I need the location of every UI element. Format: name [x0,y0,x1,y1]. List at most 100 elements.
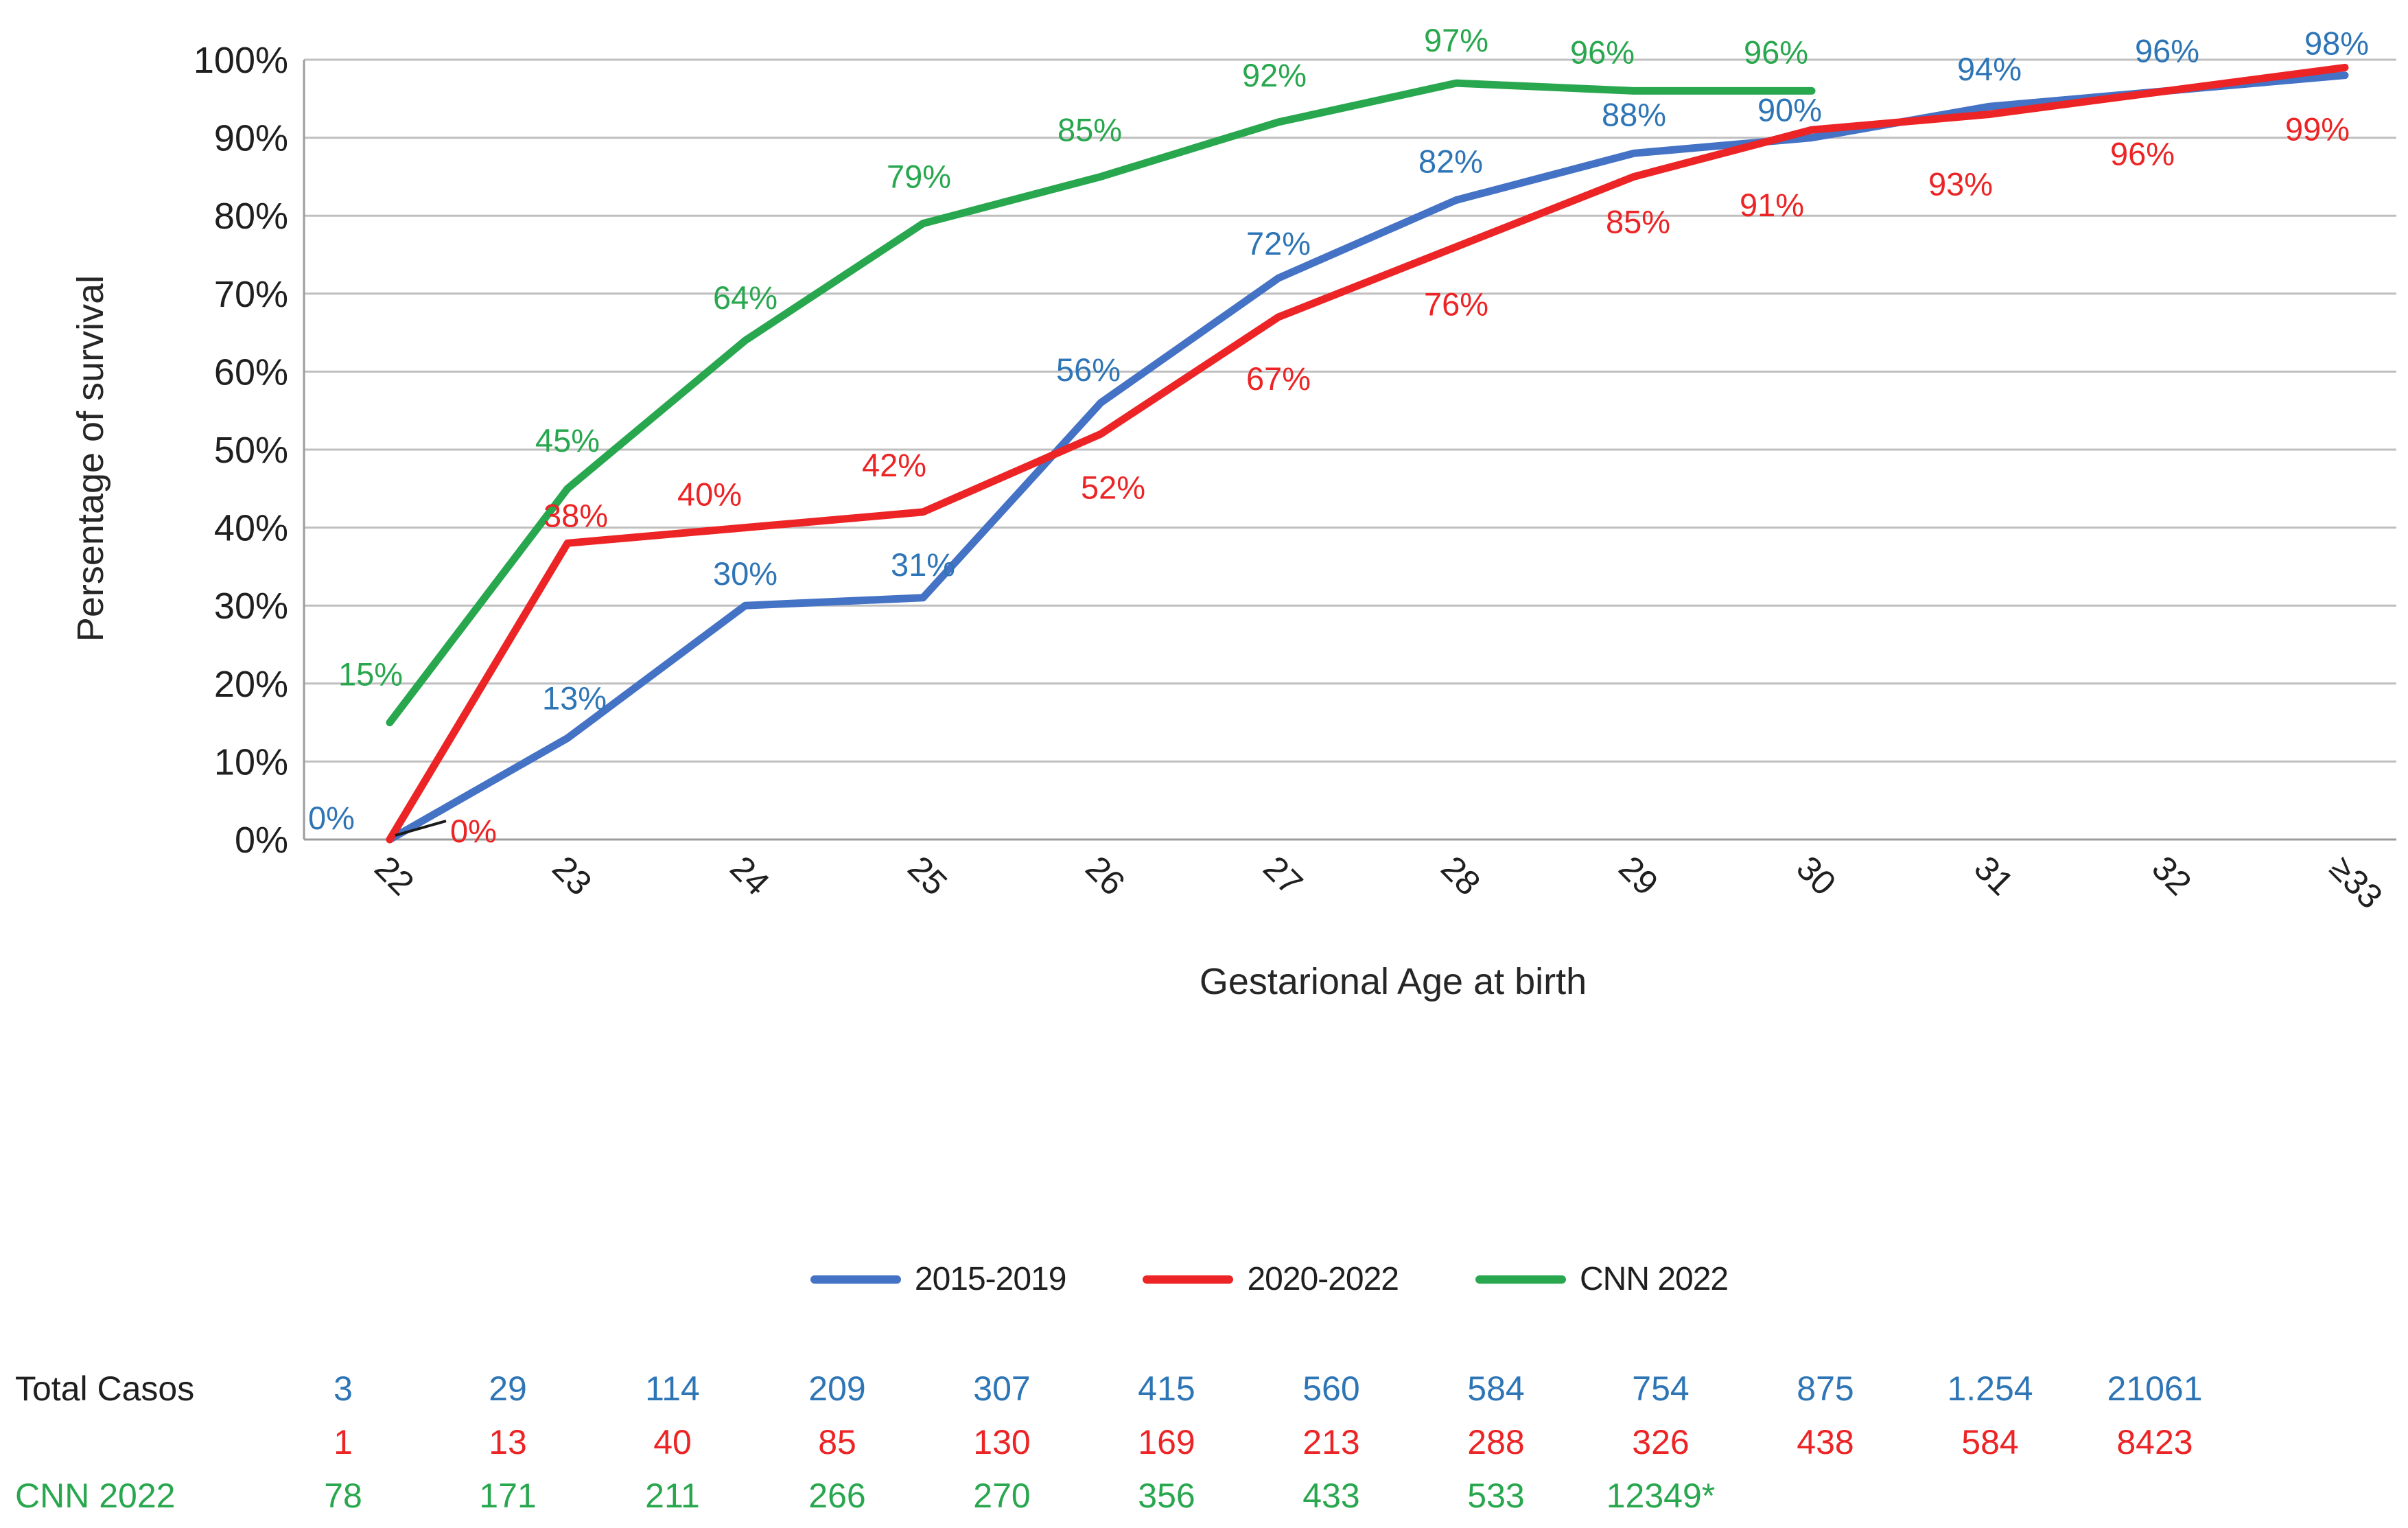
y-axis-tick-label: 60% [214,351,288,393]
table-cell: 29 [489,1369,527,1408]
data-label: 13% [542,680,607,716]
data-label: 93% [1928,166,1993,202]
data-label: 85% [1606,203,1670,240]
table-cell: 1.254 [1947,1369,2033,1408]
legend-swatch [1475,1275,1566,1284]
x-axis-tick-label: 28 [1434,848,1488,903]
y-axis-tick-label: 30% [214,586,288,627]
data-label: 94% [1957,51,2022,87]
row-label: CNN 2022 [15,1477,176,1515]
data-label: 0% [308,800,355,836]
table-cell: 211 [645,1477,700,1515]
table-cell: 356 [1138,1477,1195,1515]
table-cell: 169 [1138,1423,1195,1461]
row-label: Total Casos [15,1369,195,1408]
legend-item-cnn-2022: CNN 2022 [1475,1260,1729,1298]
table-cell: 1 [334,1423,353,1461]
table-cell: 584 [1467,1369,1525,1408]
data-label: 40% [677,476,742,513]
table-cell: 288 [1467,1423,1525,1461]
legend-item-2015-2019: 2015-2019 [810,1260,1066,1298]
data-label: 85% [1057,111,1122,148]
x-axis-tick-label: 27 [1256,848,1310,903]
data-label: 76% [1424,286,1488,323]
data-label: 30% [713,555,778,592]
table-cell: 171 [479,1477,537,1515]
y-axis-tick-label: 20% [214,664,288,705]
table-cell: 433 [1302,1477,1360,1515]
data-label: 98% [2304,25,2369,62]
y-axis-tick-label: 80% [214,196,288,237]
cases-table: Total Casos 3 29 114 209 307 415 560 584 754 875 1.… [0,1362,2408,1523]
table-cell: 875 [1797,1369,1854,1408]
data-label: 96% [2110,135,2175,172]
x-axis-tick-label: ≥33 [2322,848,2389,916]
x-axis-tick-label: 29 [1611,848,1665,903]
table-cell: 3 [334,1369,353,1408]
x-axis-tick-label: 31 [1967,848,2021,903]
y-axis-tick-label: 0% [235,820,288,861]
data-label: 64% [713,279,778,316]
table-cell: 213 [1302,1423,1360,1461]
table-cell: 78 [324,1477,362,1515]
legend-label: CNN 2022 [1579,1261,1729,1297]
legend-label: 2015-2019 [914,1261,1067,1297]
x-axis-title: Gestarional Age at birth [1200,961,1587,1002]
data-label: 56% [1056,351,1121,388]
table-row: CNN 2022 78 171 211 266 270 356 433 533 12349* [0,1469,2408,1523]
x-axis-tick-label: 30 [1789,848,1843,903]
table-cell: 326 [1632,1423,1690,1461]
y-axis-tick-label: 40% [214,508,288,549]
table-cell: 584 [1961,1423,2019,1461]
data-label: 90% [1757,92,1822,128]
data-label: 67% [1246,360,1311,397]
data-label: 72% [1246,225,1311,262]
table-cell: 85 [818,1423,856,1461]
x-axis-tick-label: 32 [2144,848,2199,903]
series-line-2020-2022 [386,63,2349,844]
data-label: 96% [2135,32,2199,69]
series-line-cnn-2022 [386,79,1816,727]
data-label: 96% [1744,34,1808,70]
table-cell: 307 [973,1369,1031,1408]
y-axis-tick-label: 90% [214,118,288,159]
table-cell: 12349* [1606,1477,1716,1515]
legend-swatch [1143,1275,1234,1284]
data-label: 99% [2285,111,2350,147]
data-label: 91% [1740,187,1804,223]
data-label: 42% [862,447,926,483]
y-axis-tick-label: 100% [194,40,288,81]
data-label: 38% [543,497,608,533]
chart-legend: 2015-2019 2020-2022 CNN 2022 [0,1260,2408,1298]
table-cell: 438 [1797,1423,1854,1461]
data-label: 52% [1081,469,1145,505]
data-label-leader-line [395,820,447,837]
data-label: 79% [887,159,951,195]
y-axis-tick-label: 70% [214,274,288,315]
data-label: 45% [535,422,600,459]
data-label: 0% [450,813,497,849]
table-cell: 8423 [2116,1423,2193,1461]
table-cell: 266 [808,1477,866,1515]
x-axis-tick-label: 24 [723,848,777,903]
data-label: 82% [1418,143,1483,179]
data-label: 31% [891,546,955,583]
x-axis-tick-label: 22 [367,848,421,903]
y-axis-title: Persentage of survival [70,275,111,642]
data-label: 88% [1602,96,1666,132]
table-cell: 130 [973,1423,1031,1461]
table-cell: 754 [1632,1369,1690,1408]
table-cell: 533 [1467,1477,1525,1515]
table-cell: 114 [645,1369,700,1408]
x-axis-tick-label: 25 [900,848,955,903]
legend-item-2020-2022: 2020-2022 [1143,1260,1399,1298]
data-label: 96% [1570,34,1635,70]
table-cell: 40 [653,1423,692,1461]
table-cell: 415 [1138,1369,1195,1408]
table-cell: 560 [1302,1369,1360,1408]
data-label: 15% [338,656,403,693]
table-cell: 13 [489,1423,527,1461]
series-line-2015-2019 [386,71,2349,844]
survival-line-chart: 0% 10% 20% 30% 40% 50% 60% 70% 80% 90% 100% 22 23 24 2… [70,22,2396,1002]
legend-label: 2020-2022 [1247,1261,1399,1297]
